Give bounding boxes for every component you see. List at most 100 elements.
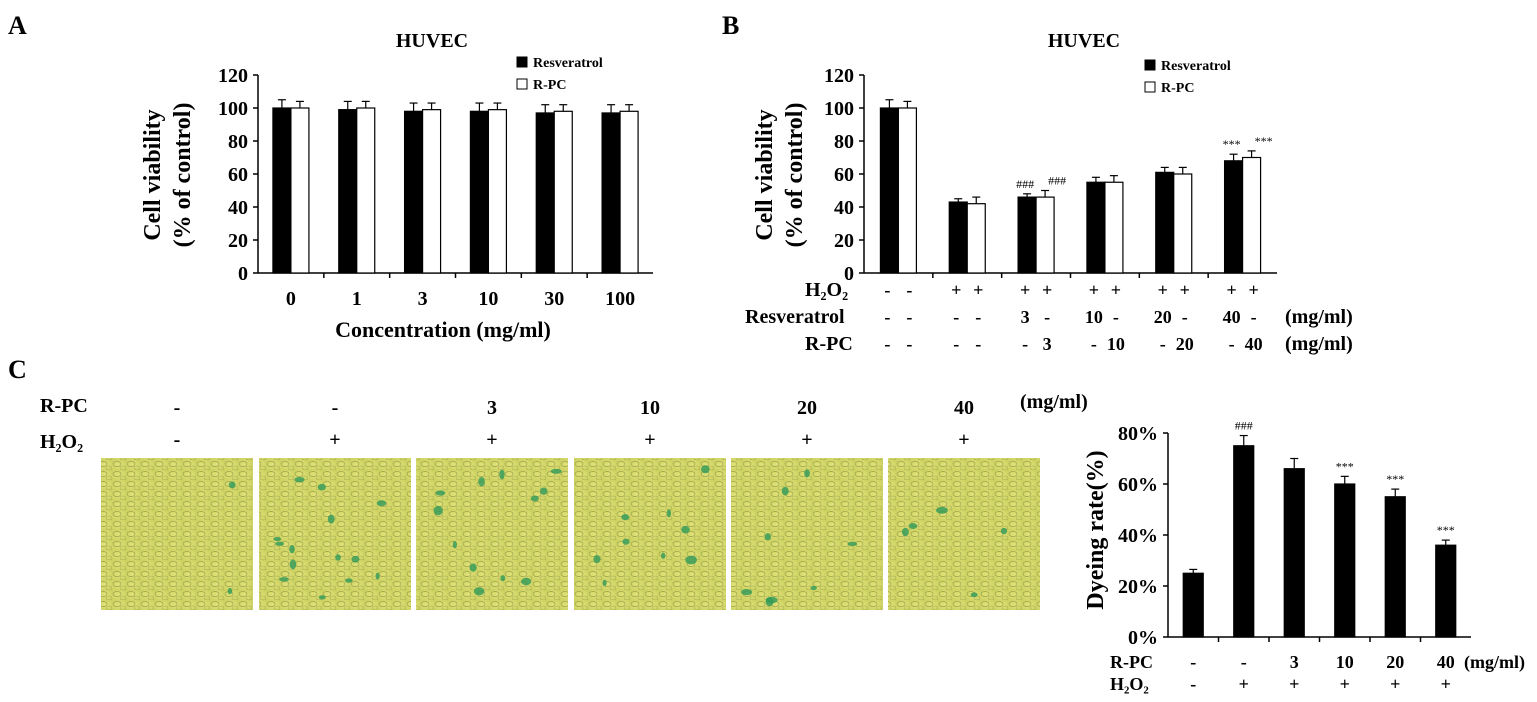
chart-b-table-cell: + — [951, 280, 961, 300]
chart-b-table-cell: - — [1182, 307, 1188, 327]
stained-cell — [936, 506, 948, 514]
chart-a-xlabel: Concentration (mg/ml) — [335, 317, 551, 342]
chart-b-bar — [948, 201, 968, 274]
micrograph-h2o2-value: + — [958, 429, 969, 451]
chart-b-table-cell: + — [973, 280, 983, 300]
stained-cell — [901, 527, 909, 537]
stained-cell — [530, 495, 539, 502]
chart-a-title: HUVEC — [396, 30, 468, 52]
chart-b-table-cell: - — [884, 280, 890, 300]
chart-b-table-cell: - — [1251, 307, 1257, 327]
chart-a-bar — [553, 110, 573, 274]
chart-a-bar — [601, 112, 621, 274]
chart-a-bar — [487, 109, 508, 274]
chart-c-table-cell: + — [1441, 674, 1451, 694]
stained-cell — [318, 595, 326, 600]
chart-c-ytick-label: 20% — [1118, 576, 1158, 598]
chart-a-ytick-label: 100 — [218, 98, 248, 120]
stained-cell — [660, 552, 666, 559]
chart-b-table-cell: - — [953, 307, 959, 327]
chart-b-bar — [966, 203, 986, 274]
chart-b-table-cell: + — [1111, 280, 1121, 300]
chart-b-table-cell: - — [906, 280, 912, 300]
chart-b-table-cell: 40 — [1245, 334, 1263, 354]
stained-cell — [804, 469, 810, 478]
chart-b-table-cell: + — [1248, 280, 1258, 300]
chart-a-bar — [403, 110, 424, 274]
micrograph-image — [888, 458, 1040, 610]
chart-b-table-cell: - — [1113, 307, 1119, 327]
micrograph-image — [101, 458, 253, 610]
chart-b-table-cell: - — [1022, 334, 1028, 354]
chart-b-ylabel-line2: (% of control) — [782, 103, 808, 248]
chart-b-bar — [1173, 173, 1193, 274]
chart-c-table-cell: + — [1340, 674, 1350, 694]
chart-b-table-cell: + — [1226, 280, 1236, 300]
chart-b-table-cell: 40 — [1223, 307, 1241, 327]
stained-cell — [376, 500, 387, 507]
chart-a-bar — [619, 110, 639, 274]
chart-b-bar — [1017, 196, 1037, 274]
stained-cell — [602, 579, 607, 587]
chart-a-xtick-label: 0 — [286, 288, 296, 310]
stained-cell — [294, 477, 305, 483]
micrograph-label-rpc: R-PC — [40, 395, 88, 417]
micrograph-rpc-value: 3 — [487, 397, 497, 419]
micrograph-rpc-value: 10 — [640, 397, 660, 419]
stained-cell — [1000, 527, 1008, 535]
chart-a-xtick-label: 10 — [478, 288, 498, 310]
chart-a-xtick-label: 30 — [544, 288, 564, 310]
chart-b-table-cell: 20 — [1154, 307, 1172, 327]
chart-b-table-cell: - — [1229, 334, 1235, 354]
chart-b-significance-mark: ### — [1048, 174, 1066, 188]
chart-c-significance-mark: ### — [1235, 419, 1253, 433]
stained-cell — [289, 559, 297, 570]
chart-c-table-unit: (mg/ml) — [1464, 652, 1525, 673]
chart-c-bar — [1334, 483, 1356, 638]
stained-cell — [622, 538, 630, 545]
chart-b-significance-mark: *** — [1223, 137, 1241, 151]
micrograph-background — [416, 458, 568, 610]
chart-b-table-row-label: Resveratrol — [745, 306, 845, 328]
chart-a-xtick-label: 100 — [605, 288, 635, 310]
stained-cell — [764, 533, 771, 541]
chart-b-legend-label: Resveratrol — [1161, 59, 1231, 74]
chart-a-legend-swatch — [516, 78, 528, 90]
micrograph-rpc-value: - — [174, 397, 181, 419]
micrograph-background — [574, 458, 726, 610]
micrograph-label-h2o2: H₂O₂ — [40, 431, 83, 453]
chart-b-table-cell: - — [884, 334, 890, 354]
stained-cell — [970, 592, 978, 598]
stained-cell — [327, 514, 335, 524]
stained-cell — [478, 476, 485, 487]
micrograph-image — [574, 458, 726, 610]
micrograph-h2o2-value: + — [329, 429, 340, 451]
stained-cell — [345, 578, 353, 583]
panel-letter-a: A — [8, 11, 27, 40]
chart-a-bar — [356, 107, 376, 274]
chart-b-table-cell: - — [1091, 334, 1097, 354]
micrograph-h2o2-value: + — [644, 429, 655, 451]
chart-b-ytick-label: 80 — [834, 131, 854, 153]
micrograph-background — [101, 458, 253, 610]
chart-b-table-cell: + — [1042, 280, 1052, 300]
chart-c-ytick-label: 60% — [1118, 474, 1158, 496]
chart-b-bar — [897, 107, 918, 274]
stained-cell — [473, 587, 485, 596]
chart-b-table-unit: (mg/ml) — [1285, 306, 1353, 328]
micrograph-h2o2-value: - — [174, 429, 181, 451]
chart-c-significance-mark: *** — [1336, 459, 1354, 473]
chart-b-ytick-label: 120 — [824, 65, 854, 87]
chart-c-bar — [1384, 496, 1406, 638]
stained-cell — [273, 537, 282, 542]
micrograph-image — [731, 458, 883, 610]
micrograph-rpc-value: 20 — [797, 397, 817, 419]
stained-cell — [435, 490, 446, 496]
stained-cell — [685, 555, 697, 565]
stained-cell — [275, 541, 285, 546]
micrograph-background — [888, 458, 1040, 610]
panel-letter-b: B — [722, 11, 739, 40]
chart-a-ytick-label: 120 — [218, 65, 248, 87]
chart-c-table-row-label: H₂O₂ — [1110, 674, 1149, 694]
